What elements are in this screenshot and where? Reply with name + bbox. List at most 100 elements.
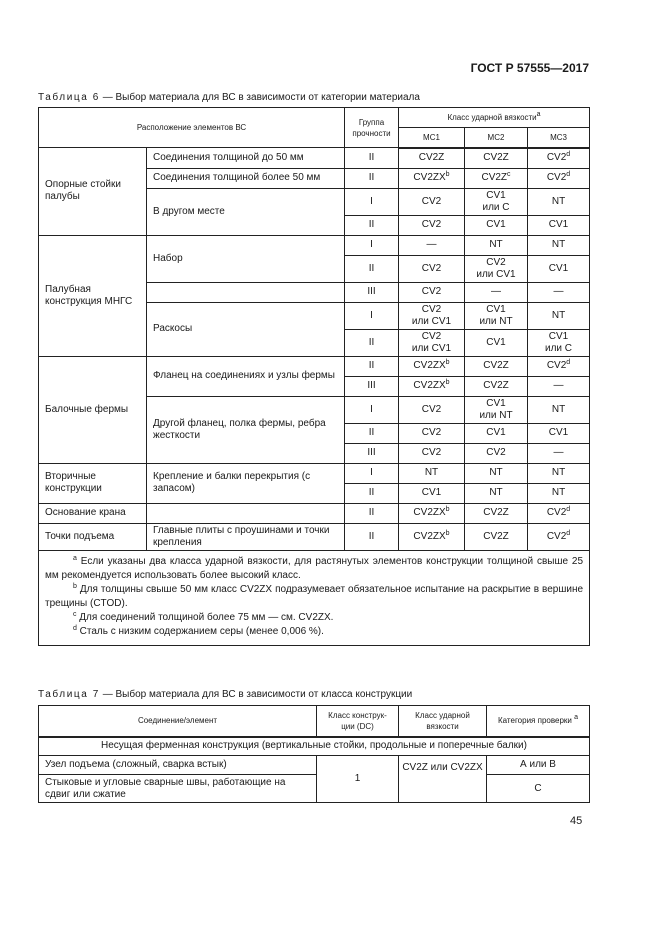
class-cell-mc1: CV2 или CV1 <box>398 301 465 330</box>
caption-label: Таблица 6 <box>38 92 100 103</box>
header-element: Соединение/элемент <box>38 705 317 738</box>
class-cell-mc1: CV2 <box>398 395 465 424</box>
grade-cell: III <box>344 281 399 303</box>
table-row: Вторичные конструкции Крепление и балки п… <box>38 462 591 504</box>
footnote-ref: d <box>566 506 571 513</box>
class-value: CV1 <box>486 336 506 348</box>
class-value: CV2ZX <box>413 172 446 183</box>
class-cell-mc3: NT <box>526 301 591 330</box>
element-cell <box>146 281 345 303</box>
table-row: Другой фланец, полка фермы, ребра жестко… <box>39 395 591 464</box>
header-grade: Группа прочности <box>344 107 399 148</box>
grade-cell: II <box>344 502 399 524</box>
category-cell: С <box>486 774 590 803</box>
class-cell-mc3: — <box>526 281 591 303</box>
class-cell-mc3: NT <box>526 482 591 504</box>
class-value: CV1 <box>486 219 506 230</box>
footnote-ref: d <box>566 359 571 366</box>
footnote-ref: a <box>536 111 541 118</box>
footnote-ref: b <box>445 529 450 537</box>
class-cell-mc1: CV2Z <box>398 147 465 169</box>
element-cell: Главные плиты с проушинами и точки крепл… <box>146 522 345 551</box>
class-value: CV1 или NT <box>479 397 513 421</box>
class-cell-mc3: CV2d <box>526 522 591 551</box>
class-cell-mc3: CV1 <box>526 254 591 283</box>
header-category-text: Категория проверки <box>497 716 572 726</box>
class-value: CV2ZX <box>413 360 446 371</box>
class-value: CV2Z <box>483 380 509 391</box>
grade-cell: II <box>344 355 399 377</box>
footnote-ref: a <box>574 714 579 722</box>
class-value: CV2 <box>421 447 442 458</box>
footnote-ref: b <box>445 379 450 386</box>
class-value: CV2 <box>546 507 567 518</box>
grade-cell: I <box>344 462 399 484</box>
category-cell: А или В <box>486 755 590 775</box>
table-row: II CV2 CV2 или CV1 CV1 <box>39 254 591 283</box>
dc-cell: 1 <box>316 755 399 803</box>
grade-cell: III <box>344 442 399 464</box>
class-value: CV2 <box>546 360 567 371</box>
table7-caption: Таблица 7 — Выбор материала для ВС в зав… <box>38 689 412 700</box>
footnotes-cell: a Если указаны два класса ударной вязкос… <box>37 549 591 646</box>
table-row: Палубная конструкция МНГС Набор I — NT NT <box>38 234 591 357</box>
class-value: CV2Z <box>483 152 509 163</box>
class-value: CV2 <box>421 286 442 297</box>
footnote-ref: b <box>445 171 450 178</box>
class-value: CV2 или CV1 <box>411 303 452 327</box>
class-cell-mc3: NT <box>526 234 591 256</box>
grade-cell: I <box>344 234 399 256</box>
class-cell-mc1: CV2ZXb <box>398 167 465 189</box>
element-cell: Раскосы <box>146 301 345 357</box>
class-value: CV2Z <box>418 152 445 163</box>
class-cell-mc3: NT <box>526 395 591 424</box>
location-cell: Опорные стойки палубы <box>38 147 147 236</box>
grade-cell: I <box>344 187 399 216</box>
table-row: II CV1 NT NT <box>39 482 591 504</box>
grade-cell: II <box>344 254 399 283</box>
element-cell: Крепление и балки перекрытия (с запасом) <box>146 462 345 504</box>
class-cell-mc2: CV2Z <box>464 147 528 169</box>
class-cell-mc1: CV2ZXb <box>398 502 465 524</box>
class-value: CV2ZX <box>413 507 446 518</box>
class-value: CV2Z <box>483 530 509 542</box>
grade-cell: II <box>344 214 399 236</box>
class-value: CV1 или C <box>545 330 573 354</box>
class-value: CV1 или NT <box>479 303 513 327</box>
class-value: CV2 <box>421 195 442 207</box>
table-row: Основание крана II CV2ZXb CV2Z CV2d <box>38 502 591 524</box>
table-row: III CV2 — — <box>39 281 591 303</box>
header-class-text: Класс ударной вязкости <box>447 113 537 122</box>
class-cell-mc2: CV2 <box>464 442 528 464</box>
caption-label: Таблица 7 <box>38 689 100 700</box>
element-cell: Стыковые и угловые сварные швы, работающ… <box>38 774 317 803</box>
class-value: CV2 или CV1 <box>411 330 452 354</box>
class-cell-mc3: CV2d <box>526 355 591 377</box>
class-cell-mc1: NT <box>398 462 465 484</box>
location-cell: Балочные фермы <box>38 355 147 464</box>
class-value: NT <box>551 195 566 207</box>
grade-cell: I <box>344 395 399 424</box>
table-row: Раскосы I CV2 или CV1 CV1 или NT NT <box>39 301 591 357</box>
class-cell-mc2: CV2Z <box>464 502 528 524</box>
footnote-text: Для соединений толщиной более 75 мм — см… <box>76 611 334 623</box>
element-cell: Фланец на соединениях и узлы фермы <box>146 355 345 397</box>
class-value: NT <box>551 467 566 478</box>
table-row: III CV2ZXb CV2Z — <box>39 375 591 397</box>
grade-cell: II <box>344 482 399 504</box>
footnote-mark: b <box>73 582 77 590</box>
class-cell-mc2: — <box>464 281 528 303</box>
table-row: II CV2 CV1 CV1 <box>39 214 591 236</box>
grade-cell: II <box>344 328 399 357</box>
class-value: — <box>426 239 437 250</box>
class-cell-mc1: — <box>398 234 465 256</box>
class-cell-mc2: CV2Z <box>464 522 528 551</box>
footnote-mark: d <box>73 624 77 632</box>
footnote-ref: c <box>507 171 511 178</box>
footnote-mark: a <box>73 554 77 562</box>
class-cell-mc2: CV1 <box>464 328 528 357</box>
class-cell-mc3: CV2d <box>526 167 591 189</box>
class-value: NT <box>424 467 439 478</box>
class-cell-mc1: CV2 <box>398 442 465 464</box>
footnote-ref: d <box>566 171 571 178</box>
